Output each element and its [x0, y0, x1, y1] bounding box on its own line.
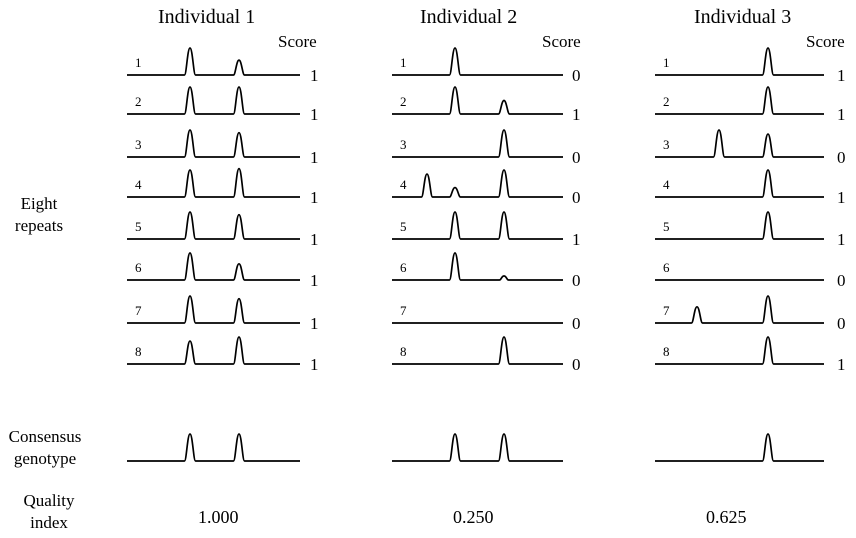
individual-1-repeat-6-trace: [127, 252, 300, 281]
individual-2-repeat-6-label: 6: [400, 260, 407, 275]
individual-1-repeat-3-trace: [127, 129, 300, 158]
individual-1-repeat-4-score: 1: [310, 188, 319, 207]
individual-1-repeat-4-trace: [127, 167, 300, 198]
individual-3-consensus-trace: [655, 433, 824, 462]
individual-1-repeat-6-label: 6: [135, 260, 142, 275]
individual-2-repeat-8-label: 8: [400, 344, 407, 359]
individual-3-repeat-7-score: 0: [837, 314, 846, 333]
individual-3-repeat-5-score: 1: [837, 230, 846, 249]
individual-2-repeat-8-score: 0: [572, 355, 581, 374]
consensus-line1: Consensus: [8, 427, 82, 446]
individual-2-repeat-5-score: 1: [572, 230, 581, 249]
individual-3-quality-index: 0.625: [706, 507, 747, 527]
individual-2-repeat-3-trace: [392, 129, 563, 158]
individual-3-repeat-7-label: 7: [663, 303, 670, 318]
individual-2-repeat-6-score: 0: [572, 271, 581, 290]
eight-repeats-line2: repeats: [14, 216, 64, 235]
individual-3-repeat-1-trace: [655, 47, 824, 76]
individual-2-repeat-6-trace: [392, 252, 563, 281]
individual-3-repeat-8-score: 1: [837, 355, 846, 374]
eight-repeats-label: Eight repeats: [8, 193, 70, 237]
individual-2-repeat-2-score: 1: [572, 105, 581, 124]
individual-2-score-header: Score: [542, 32, 581, 51]
individual-1-consensus-trace: [127, 433, 300, 462]
individual-3-repeat-3-score: 0: [837, 148, 846, 167]
individual-1-repeat-7-trace: [127, 295, 300, 324]
individual-2-repeat-2-label: 2: [400, 94, 407, 109]
individual-3-repeat-2-score: 1: [837, 105, 846, 124]
individual-3-repeat-8-trace: [655, 336, 824, 365]
individual-3-repeat-1-score: 1: [837, 66, 846, 85]
quality-line1: Quality: [23, 491, 75, 510]
individual-1-repeat-6-score: 1: [310, 271, 319, 290]
individual-1-repeat-5-trace: [127, 211, 300, 240]
individual-2-repeat-4-score: 0: [572, 188, 581, 207]
individual-3-repeat-3-trace: [655, 129, 824, 158]
individual-1-repeat-8-trace: [127, 336, 300, 365]
individual-2-repeat-7-label: 7: [400, 303, 407, 318]
individual-1-score-header: Score: [278, 32, 317, 51]
individual-3-score-header: Score: [806, 32, 845, 51]
consensus-genotype-label: Consensus genotype: [0, 426, 90, 470]
individual-2-repeat-4-label: 4: [400, 177, 407, 192]
individual-1-repeat-1-label: 1: [135, 55, 142, 70]
individual-3-title: Individual 3: [694, 6, 792, 28]
individual-1-quality-index: 1.000: [198, 507, 239, 527]
individual-2-repeat-1-label: 1: [400, 55, 407, 70]
individual-1-repeat-3-score: 1: [310, 148, 319, 167]
individual-1-repeat-8-label: 8: [135, 344, 142, 359]
individual-2-repeat-2-trace: [392, 86, 563, 115]
individual-3-repeat-3-label: 3: [663, 137, 670, 152]
individual-2-consensus-trace: [392, 433, 563, 462]
individual-3-repeat-4-score: 1: [837, 188, 846, 207]
individual-1-title: Individual 1: [158, 6, 256, 28]
quality-index-label: Quality index: [18, 490, 80, 534]
individual-3-repeat-7-trace: [655, 295, 824, 324]
individual-1-repeat-7-score: 1: [310, 314, 319, 333]
individual-2-repeat-1-trace: [392, 47, 563, 76]
individual-2-repeat-5-label: 5: [400, 219, 407, 234]
individual-1-repeat-8-score: 1: [310, 355, 319, 374]
individual-3-repeat-4-trace: [655, 169, 824, 198]
individual-1-repeat-2-label: 2: [135, 94, 142, 109]
individual-3-repeat-2-trace: [655, 86, 824, 115]
individual-3-repeat-5-label: 5: [663, 219, 670, 234]
individual-2-repeat-3-score: 0: [572, 148, 581, 167]
individual-2-repeat-1-score: 0: [572, 66, 581, 85]
eight-repeats-line1: Eight: [20, 194, 58, 213]
individual-3-repeat-1-label: 1: [663, 55, 670, 70]
individual-2-repeat-3-label: 3: [400, 137, 407, 152]
individual-1-repeat-7-label: 7: [135, 303, 142, 318]
consensus-line2: genotype: [13, 449, 77, 468]
individual-2-repeat-7-score: 0: [572, 314, 581, 333]
individual-1-repeat-5-score: 1: [310, 230, 319, 249]
individual-3-repeat-6-score: 0: [837, 271, 846, 290]
individual-1-repeat-2-score: 1: [310, 105, 319, 124]
individual-3-repeat-5-trace: [655, 211, 824, 240]
individual-1-repeat-1-score: 1: [310, 66, 319, 85]
quality-line2: index: [30, 513, 68, 532]
individual-2-repeat-4-trace: [392, 169, 563, 198]
individual-2-repeat-8-trace: [392, 336, 563, 365]
individual-3-repeat-2-label: 2: [663, 94, 670, 109]
individual-2-quality-index: 0.250: [453, 507, 494, 527]
individual-1-repeat-5-label: 5: [135, 219, 142, 234]
individual-3-repeat-8-label: 8: [663, 344, 670, 359]
individual-1-repeat-1-trace: [127, 47, 300, 76]
individual-3-repeat-4-label: 4: [663, 177, 670, 192]
individual-1-repeat-2-trace: [127, 86, 300, 115]
individual-1-repeat-3-label: 3: [135, 137, 142, 152]
individual-1-repeat-4-label: 4: [135, 177, 142, 192]
individual-2-repeat-5-trace: [392, 211, 563, 240]
individual-2-title: Individual 2: [420, 6, 518, 28]
individual-3-repeat-6-label: 6: [663, 260, 670, 275]
